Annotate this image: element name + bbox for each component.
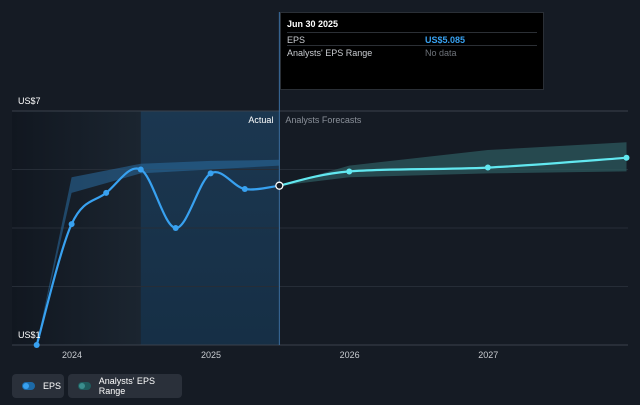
legend-eps-label: EPS bbox=[43, 381, 62, 391]
eps-point bbox=[137, 166, 144, 173]
eps-forecast-line bbox=[279, 156, 627, 187]
range-swatch-icon bbox=[78, 382, 91, 390]
tooltip-row-range: Analysts' EPS Range No data bbox=[287, 45, 537, 59]
legend-range-button[interactable]: Analysts' EPS Range bbox=[68, 374, 182, 398]
tooltip: Jun 30 2025 EPS US$5.085 Analysts' EPS R… bbox=[280, 12, 544, 90]
current-eps-point bbox=[275, 181, 284, 190]
forecast-range-band bbox=[279, 142, 627, 186]
tooltip-eps-value: US$5.085 bbox=[425, 35, 466, 45]
x-tick-label: 2027 bbox=[478, 350, 498, 360]
eps-forecast-point bbox=[346, 168, 353, 175]
tooltip-row-eps: EPS US$5.085 bbox=[287, 32, 537, 46]
eps-point bbox=[241, 186, 248, 192]
tooltip-eps-label: EPS bbox=[287, 35, 306, 45]
eps-point bbox=[103, 189, 110, 196]
eps-swatch-icon bbox=[22, 382, 35, 390]
eps-point bbox=[68, 221, 75, 228]
eps-forecast-point bbox=[484, 164, 491, 171]
forecasts-label: Analysts Forecasts bbox=[285, 115, 362, 125]
eps-forecast-point bbox=[623, 154, 630, 161]
eps-point bbox=[33, 342, 40, 348]
legend-eps-button[interactable]: EPS bbox=[12, 374, 64, 398]
actual-label: Actual bbox=[248, 115, 273, 125]
y-tick-label-bottom: US$1 bbox=[18, 330, 41, 340]
x-tick-label: 2024 bbox=[62, 350, 82, 360]
tooltip-range-label: Analysts' EPS Range bbox=[287, 48, 373, 58]
x-tick-label: 2026 bbox=[340, 350, 360, 360]
eps-point bbox=[172, 225, 179, 231]
y-tick-label-top: US$7 bbox=[18, 96, 41, 106]
tooltip-range-value: No data bbox=[425, 48, 457, 58]
tooltip-date: Jun 30 2025 bbox=[287, 19, 339, 29]
x-tick-label: 2025 bbox=[201, 350, 221, 360]
legend-range-label: Analysts' EPS Range bbox=[98, 376, 155, 396]
eps-point bbox=[207, 170, 214, 177]
